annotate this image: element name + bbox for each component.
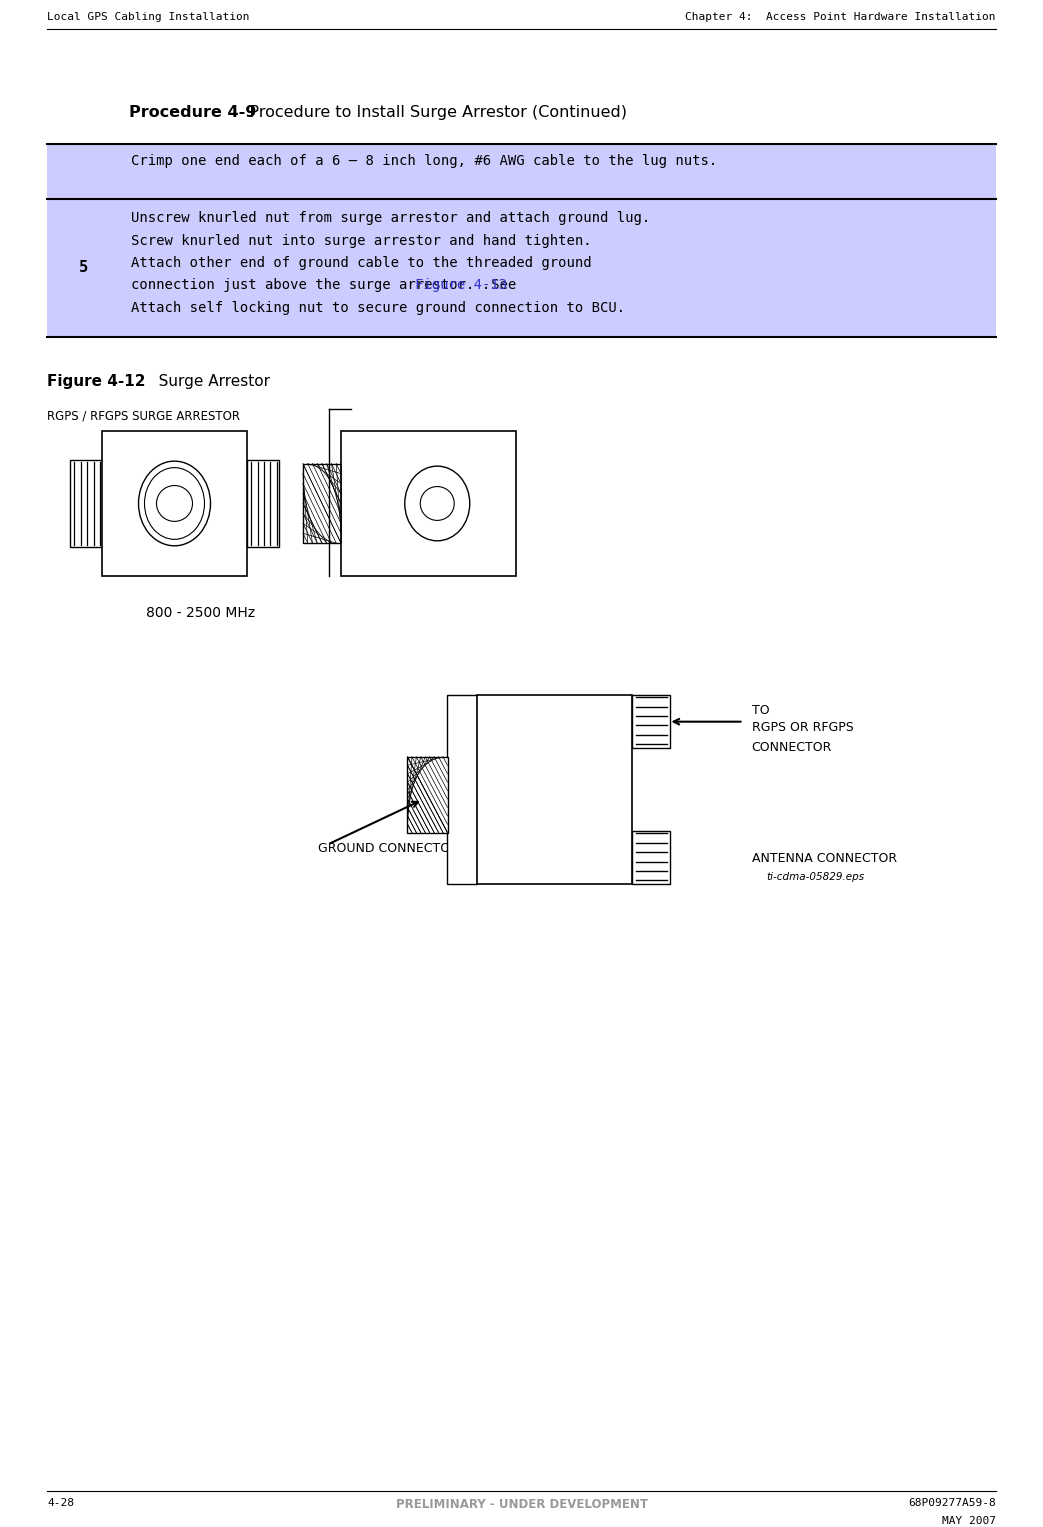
Text: Local GPS Cabling Installation: Local GPS Cabling Installation bbox=[47, 12, 249, 21]
Bar bbox=[478, 695, 632, 884]
Text: RGPS / RFGPS SURGE ARRESTOR: RGPS / RFGPS SURGE ARRESTOR bbox=[47, 409, 240, 423]
Text: Procedure to Install Surge Arrestor (Continued): Procedure to Install Surge Arrestor (Con… bbox=[234, 104, 627, 119]
Text: Procedure 4-9: Procedure 4-9 bbox=[129, 104, 257, 119]
Text: 5: 5 bbox=[78, 261, 88, 275]
Text: ti-cdma-05829.eps: ti-cdma-05829.eps bbox=[767, 872, 865, 883]
Text: .: . bbox=[482, 278, 490, 292]
Bar bbox=[47, 199, 996, 336]
Bar bbox=[304, 464, 341, 544]
Text: Figure 4-13: Figure 4-13 bbox=[415, 278, 508, 292]
Ellipse shape bbox=[145, 467, 204, 539]
Text: 4-28: 4-28 bbox=[47, 1498, 74, 1509]
Bar bbox=[408, 757, 447, 832]
Circle shape bbox=[420, 487, 455, 521]
Text: Attach other end of ground cable to the threaded ground: Attach other end of ground cable to the … bbox=[131, 257, 591, 270]
Text: Crimp one end each of a 6 – 8 inch long, #6 AWG cable to the lug nuts.: Crimp one end each of a 6 – 8 inch long,… bbox=[131, 154, 718, 168]
Text: PRELIMINARY - UNDER DEVELOPMENT: PRELIMINARY - UNDER DEVELOPMENT bbox=[395, 1498, 648, 1510]
Text: Chapter 4:  Access Point Hardware Installation: Chapter 4: Access Point Hardware Install… bbox=[685, 12, 996, 21]
Text: RGPS OR RFGPS: RGPS OR RFGPS bbox=[752, 721, 853, 733]
Text: Unscrew knurled nut from surge arrestor and attach ground lug.: Unscrew knurled nut from surge arrestor … bbox=[131, 211, 650, 224]
Bar bbox=[632, 831, 671, 884]
Bar bbox=[70, 460, 102, 547]
Text: GROUND CONNECTOR: GROUND CONNECTOR bbox=[317, 841, 458, 855]
Text: 68P09277A59-8: 68P09277A59-8 bbox=[908, 1498, 996, 1509]
Text: TO: TO bbox=[752, 704, 769, 716]
Text: MAY 2007: MAY 2007 bbox=[942, 1516, 996, 1525]
Ellipse shape bbox=[139, 461, 211, 545]
Text: Surge Arrestor: Surge Arrestor bbox=[144, 374, 270, 389]
Text: CONNECTOR: CONNECTOR bbox=[752, 741, 832, 754]
Bar bbox=[102, 431, 247, 576]
Text: ANTENNA CONNECTOR: ANTENNA CONNECTOR bbox=[752, 852, 897, 864]
Text: Screw knurled nut into surge arrestor and hand tighten.: Screw knurled nut into surge arrestor an… bbox=[131, 234, 591, 247]
Ellipse shape bbox=[405, 466, 469, 541]
Bar bbox=[447, 695, 478, 884]
Bar bbox=[341, 431, 516, 576]
Text: Figure 4-12: Figure 4-12 bbox=[47, 374, 146, 389]
Text: Attach self locking nut to secure ground connection to BCU.: Attach self locking nut to secure ground… bbox=[131, 301, 625, 315]
Circle shape bbox=[156, 486, 193, 521]
Text: connection just above the surge arrestor.  See: connection just above the surge arrestor… bbox=[131, 278, 525, 292]
Bar bbox=[47, 145, 996, 199]
Text: 800 - 2500 MHz: 800 - 2500 MHz bbox=[146, 606, 256, 620]
Bar bbox=[632, 695, 671, 748]
Bar bbox=[247, 460, 278, 547]
